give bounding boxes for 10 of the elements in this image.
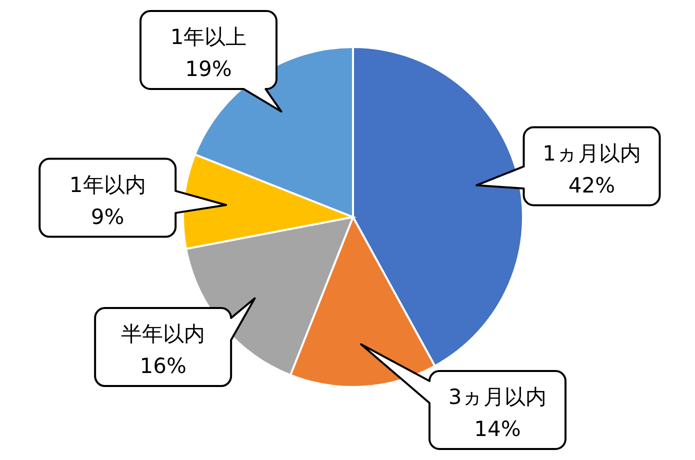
- slice-label: 1年以上: [170, 25, 247, 49]
- data-label: 16%: [140, 354, 186, 378]
- data-label: 14%: [474, 417, 521, 441]
- data-label: 42%: [568, 173, 616, 198]
- slice-label: 1年以内: [69, 172, 146, 197]
- slice-label: 3ヵ月以内: [448, 385, 547, 409]
- data-label: 9%: [90, 204, 124, 229]
- slice-label: 1ヵ月以内: [542, 141, 641, 166]
- data-label: 19%: [185, 57, 232, 81]
- slice-label: 半年以内: [121, 322, 206, 346]
